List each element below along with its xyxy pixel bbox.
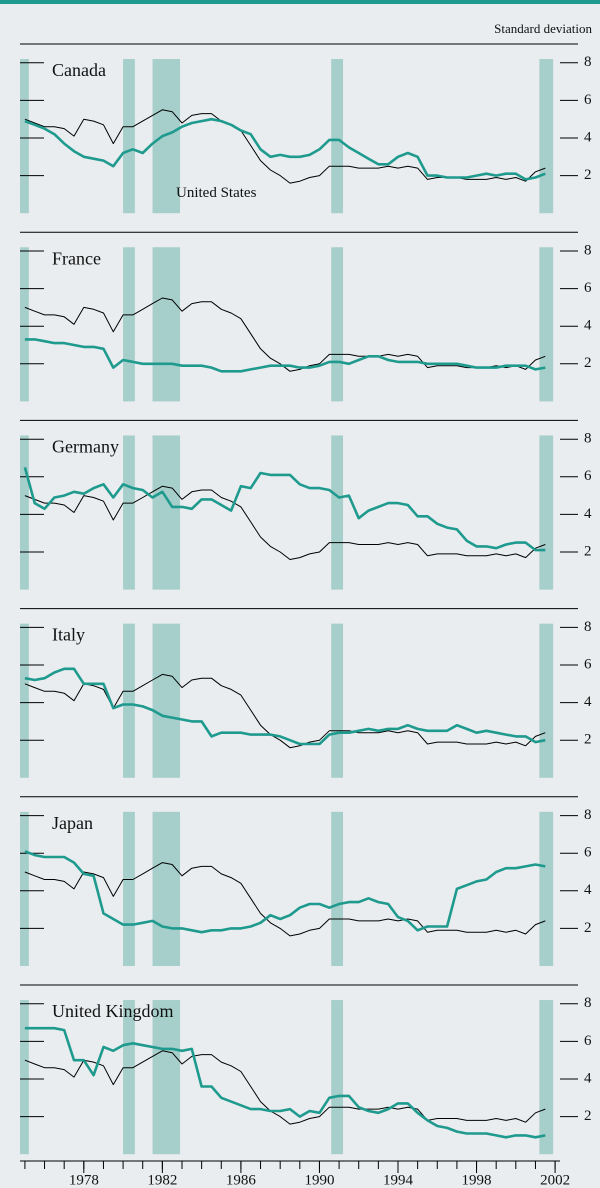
recession-band xyxy=(152,811,181,966)
y-tick-label: 2 xyxy=(584,355,592,371)
recession-band xyxy=(123,1000,135,1155)
us-line xyxy=(24,862,546,937)
y-tick-label: 4 xyxy=(584,318,592,334)
recession-band xyxy=(331,247,344,402)
country-line xyxy=(23,467,546,552)
recession-band xyxy=(539,1000,554,1155)
recession-band xyxy=(123,435,135,590)
recession-band xyxy=(331,623,344,778)
recession-band xyxy=(331,1000,344,1155)
y-tick-label: 8 xyxy=(584,619,592,635)
recession-band xyxy=(20,435,29,590)
panel-title: United Kingdom xyxy=(52,1001,174,1021)
recession-band xyxy=(123,59,135,214)
country-line xyxy=(24,667,546,746)
panel-title: Germany xyxy=(52,437,119,457)
us-line xyxy=(24,297,546,372)
recession-band xyxy=(20,1000,29,1155)
y-tick-label: 8 xyxy=(584,807,592,823)
x-tick-label: 1994 xyxy=(383,1172,414,1188)
y-tick-label: 2 xyxy=(584,167,592,183)
y-tick-label: 4 xyxy=(584,129,592,145)
recession-band xyxy=(539,59,554,214)
country-line xyxy=(24,850,546,934)
recession-band xyxy=(331,59,344,214)
panel-title: Canada xyxy=(52,60,106,80)
y-tick-label: 8 xyxy=(584,54,592,70)
recession-band xyxy=(20,811,29,966)
y-tick-label: 6 xyxy=(584,845,592,861)
y-tick-label: 8 xyxy=(584,431,592,447)
y-tick-label: 2 xyxy=(584,732,592,748)
top-rule xyxy=(0,0,600,4)
recession-band xyxy=(539,435,554,590)
country-line xyxy=(24,117,546,181)
recession-band xyxy=(152,623,181,778)
y-tick-label: 4 xyxy=(584,506,592,522)
y-axis-label: Standard deviation xyxy=(494,21,592,36)
x-tick-label: 2002 xyxy=(540,1172,570,1188)
recession-band xyxy=(539,623,554,778)
y-tick-label: 6 xyxy=(584,92,592,108)
recession-band xyxy=(331,811,344,966)
y-tick-label: 6 xyxy=(584,1033,592,1049)
recession-band xyxy=(539,247,554,402)
recession-band xyxy=(20,623,29,778)
y-tick-label: 6 xyxy=(584,656,592,672)
x-tick-label: 1978 xyxy=(69,1172,99,1188)
country-line xyxy=(24,1026,546,1139)
y-tick-label: 4 xyxy=(584,694,592,710)
panel-title: Italy xyxy=(52,625,85,645)
panel-title: France xyxy=(52,248,101,268)
y-tick-label: 8 xyxy=(584,995,592,1011)
us-line xyxy=(24,485,546,560)
us-line xyxy=(24,109,546,184)
recession-band xyxy=(123,623,135,778)
recession-band xyxy=(152,435,181,590)
recession-band xyxy=(152,59,181,214)
country-line xyxy=(24,338,546,373)
x-tick-label: 1990 xyxy=(304,1172,334,1188)
y-tick-label: 4 xyxy=(584,1070,592,1086)
recession-band xyxy=(152,247,181,402)
recession-band xyxy=(152,1000,181,1155)
recession-band xyxy=(331,435,344,590)
x-tick-label: 1986 xyxy=(226,1172,257,1188)
y-tick-label: 8 xyxy=(584,242,592,258)
y-tick-label: 6 xyxy=(584,468,592,484)
x-tick-label: 1982 xyxy=(147,1172,177,1188)
recession-band xyxy=(20,59,29,214)
y-tick-label: 6 xyxy=(584,280,592,296)
x-tick-label: 1998 xyxy=(462,1172,492,1188)
recession-band xyxy=(20,247,29,402)
recession-band xyxy=(539,811,554,966)
recession-band xyxy=(123,247,135,402)
y-tick-label: 2 xyxy=(584,920,592,936)
recession-band xyxy=(123,811,135,966)
y-tick-label: 2 xyxy=(584,1108,592,1124)
us-line xyxy=(24,1050,546,1125)
panel-title: Japan xyxy=(52,813,93,833)
y-tick-label: 4 xyxy=(584,882,592,898)
y-tick-label: 2 xyxy=(584,543,592,559)
series-label: United States xyxy=(176,185,257,201)
